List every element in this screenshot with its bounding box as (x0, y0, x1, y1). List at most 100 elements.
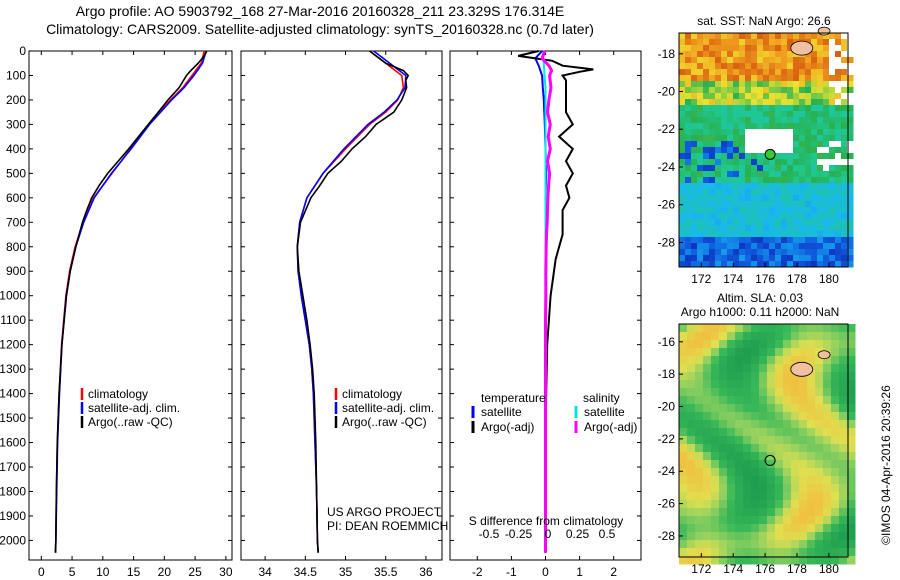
map-cell (715, 243, 722, 250)
map-cell (847, 412, 856, 421)
map-cell (703, 420, 712, 429)
map-cell (775, 225, 782, 232)
map-cell (745, 195, 752, 202)
map-cell (775, 436, 784, 445)
map-cell (745, 147, 752, 154)
map-cell (783, 404, 792, 413)
map-cell (745, 93, 752, 100)
map-cell (679, 548, 688, 557)
map-cell (775, 213, 782, 220)
map-cell (727, 63, 734, 70)
x-tick-label-top: 0.5 (599, 527, 616, 541)
map-cell (847, 195, 854, 202)
map-cell (841, 249, 848, 256)
map-cell (695, 412, 704, 421)
map-cell (811, 177, 818, 184)
map-cell (775, 117, 782, 124)
map-cell (787, 159, 794, 166)
map-cell (679, 117, 686, 124)
map-cell (751, 412, 760, 421)
map-cell (709, 105, 716, 112)
map-cell (703, 51, 710, 58)
y-tick-label: 800 (6, 240, 26, 254)
map-cell (823, 189, 830, 196)
map-cell (847, 255, 854, 262)
map-cell (685, 201, 692, 208)
y-tick-label: 2000 (0, 533, 26, 547)
map-cell (769, 231, 776, 238)
map-cell (823, 33, 830, 40)
map-cell (735, 412, 744, 421)
map-cell (847, 231, 854, 238)
map-cell (691, 33, 698, 40)
map-cell (727, 436, 736, 445)
map-cell (751, 75, 758, 82)
map-cell (847, 153, 854, 160)
map-cell (799, 484, 808, 493)
map-cell (799, 171, 806, 178)
map-cell (727, 255, 734, 262)
map-cell (811, 261, 818, 268)
map-cell (823, 404, 832, 413)
map-cell (679, 177, 686, 184)
map-cell (727, 340, 736, 349)
map-cell (695, 484, 704, 493)
map-cell (817, 243, 824, 250)
map-cell (767, 452, 776, 461)
map-cell (691, 117, 698, 124)
map-cell (703, 75, 710, 82)
map-cell (775, 492, 784, 501)
map-cell (715, 249, 722, 256)
map-cell (847, 183, 854, 190)
map-cell (757, 51, 764, 58)
map-cell (711, 476, 720, 485)
map-cell (757, 57, 764, 64)
map-cell (823, 540, 832, 549)
map-cell (721, 195, 728, 202)
map-cell (847, 261, 854, 268)
map-cell (783, 484, 792, 493)
map-cell (787, 195, 794, 202)
map-cell (711, 412, 720, 421)
map-cell (823, 396, 832, 405)
map-cell (847, 332, 856, 341)
map-cell (807, 388, 816, 397)
map-cell (811, 39, 818, 46)
map-cell (807, 396, 816, 405)
map-cell (799, 508, 808, 517)
map-cell (799, 428, 808, 437)
map-cell (695, 540, 704, 549)
map-cell (829, 213, 836, 220)
map-cell (783, 540, 792, 549)
map-cell (709, 171, 716, 178)
map-cell (703, 225, 710, 232)
map-cell (781, 171, 788, 178)
map-cell (791, 340, 800, 349)
map-cell (817, 105, 824, 112)
map-cell (697, 201, 704, 208)
map-cell (767, 460, 776, 469)
map-cell (763, 51, 770, 58)
map-cell (721, 237, 728, 244)
map-cell (709, 225, 716, 232)
map-cell (847, 340, 856, 349)
map-cell (679, 195, 686, 202)
map-cell (831, 428, 840, 437)
map-cell (711, 396, 720, 405)
map-cell (743, 460, 752, 469)
map-cell (721, 93, 728, 100)
map-cell (685, 183, 692, 190)
map-cell (721, 33, 728, 40)
map-cell (727, 93, 734, 100)
map-cell (727, 396, 736, 405)
map-cell (759, 364, 768, 373)
map-cell (831, 500, 840, 509)
map-cell (823, 436, 832, 445)
map-cell (703, 468, 712, 477)
map-cell (727, 69, 734, 76)
map-cell (769, 165, 776, 172)
legend-title-temperature: temperature (481, 391, 546, 405)
map-cell (703, 69, 710, 76)
map-cell (721, 243, 728, 250)
map-cell (745, 99, 752, 106)
